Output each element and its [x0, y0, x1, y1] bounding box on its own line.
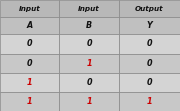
Text: Y: Y [147, 21, 152, 30]
Bar [119, 0, 180, 17]
Text: 1: 1 [27, 97, 33, 106]
Bar [0, 54, 59, 73]
Bar [119, 34, 180, 54]
Bar [119, 17, 180, 34]
Text: 1: 1 [86, 59, 92, 68]
Bar [59, 0, 119, 17]
Bar [59, 73, 119, 92]
Text: 0: 0 [147, 40, 152, 49]
Bar [119, 73, 180, 92]
Text: Output: Output [135, 6, 164, 12]
Text: 0: 0 [86, 40, 92, 49]
Text: A: A [27, 21, 33, 30]
Text: Input: Input [78, 6, 100, 12]
Text: 1: 1 [147, 97, 152, 106]
Bar [59, 17, 119, 34]
Text: 0: 0 [147, 59, 152, 68]
Bar [0, 73, 59, 92]
Text: Input: Input [19, 6, 40, 12]
Text: 0: 0 [27, 40, 33, 49]
Text: 0: 0 [86, 78, 92, 87]
Bar [0, 0, 59, 17]
Bar [0, 17, 59, 34]
Bar [119, 54, 180, 73]
Bar [0, 92, 59, 111]
Text: B: B [86, 21, 92, 30]
Bar [59, 34, 119, 54]
Text: 0: 0 [147, 78, 152, 87]
Bar [59, 92, 119, 111]
Text: 0: 0 [27, 59, 33, 68]
Text: 1: 1 [27, 78, 33, 87]
Bar [0, 34, 59, 54]
Text: 1: 1 [86, 97, 92, 106]
Bar [119, 92, 180, 111]
Bar [59, 54, 119, 73]
